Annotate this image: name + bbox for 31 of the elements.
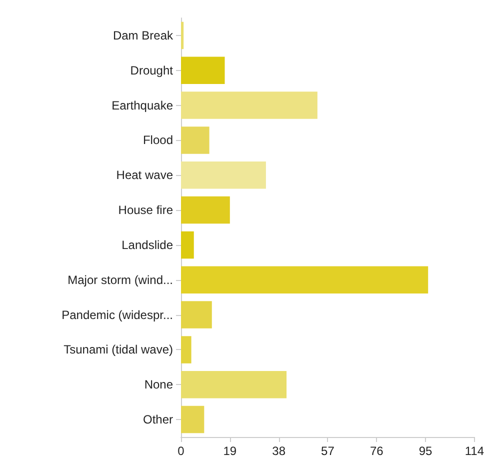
bar	[181, 126, 210, 154]
bar	[181, 162, 266, 189]
x-tick-label: 76	[370, 444, 384, 458]
x-tick-label: 57	[321, 444, 335, 458]
y-tick-label: Other	[142, 412, 173, 427]
bar	[181, 196, 230, 224]
y-tick-label: None	[144, 378, 174, 392]
y-tick-label: Earthquake	[112, 98, 174, 112]
bar	[181, 301, 212, 328]
x-tick-label: 19	[223, 444, 237, 458]
x-tick-label: 95	[418, 444, 433, 458]
y-tick-label: Flood	[142, 133, 173, 148]
y-tick-label: House fire	[118, 203, 174, 218]
x-tick-label: 0	[178, 444, 185, 458]
bar	[181, 336, 192, 364]
bar	[181, 92, 318, 119]
bar	[181, 56, 225, 84]
y-tick-label: Landslide	[122, 238, 174, 252]
x-tick-label: 38	[272, 444, 286, 458]
y-tick-label: Dam Break	[112, 28, 174, 42]
x-tick-label: 114	[464, 444, 484, 458]
y-tick-label: Drought	[130, 63, 174, 78]
y-tick-label: Major storm (wind...	[68, 272, 173, 287]
bar	[181, 406, 204, 434]
y-tick-label: Heat wave	[116, 168, 174, 182]
bar	[181, 266, 428, 294]
y-tick-label: Pandemic (widespr...	[62, 308, 173, 322]
bar	[181, 22, 184, 50]
bar	[181, 371, 287, 398]
bar	[181, 231, 194, 259]
y-tick-label: Tsunami (tidal wave)	[64, 342, 173, 357]
